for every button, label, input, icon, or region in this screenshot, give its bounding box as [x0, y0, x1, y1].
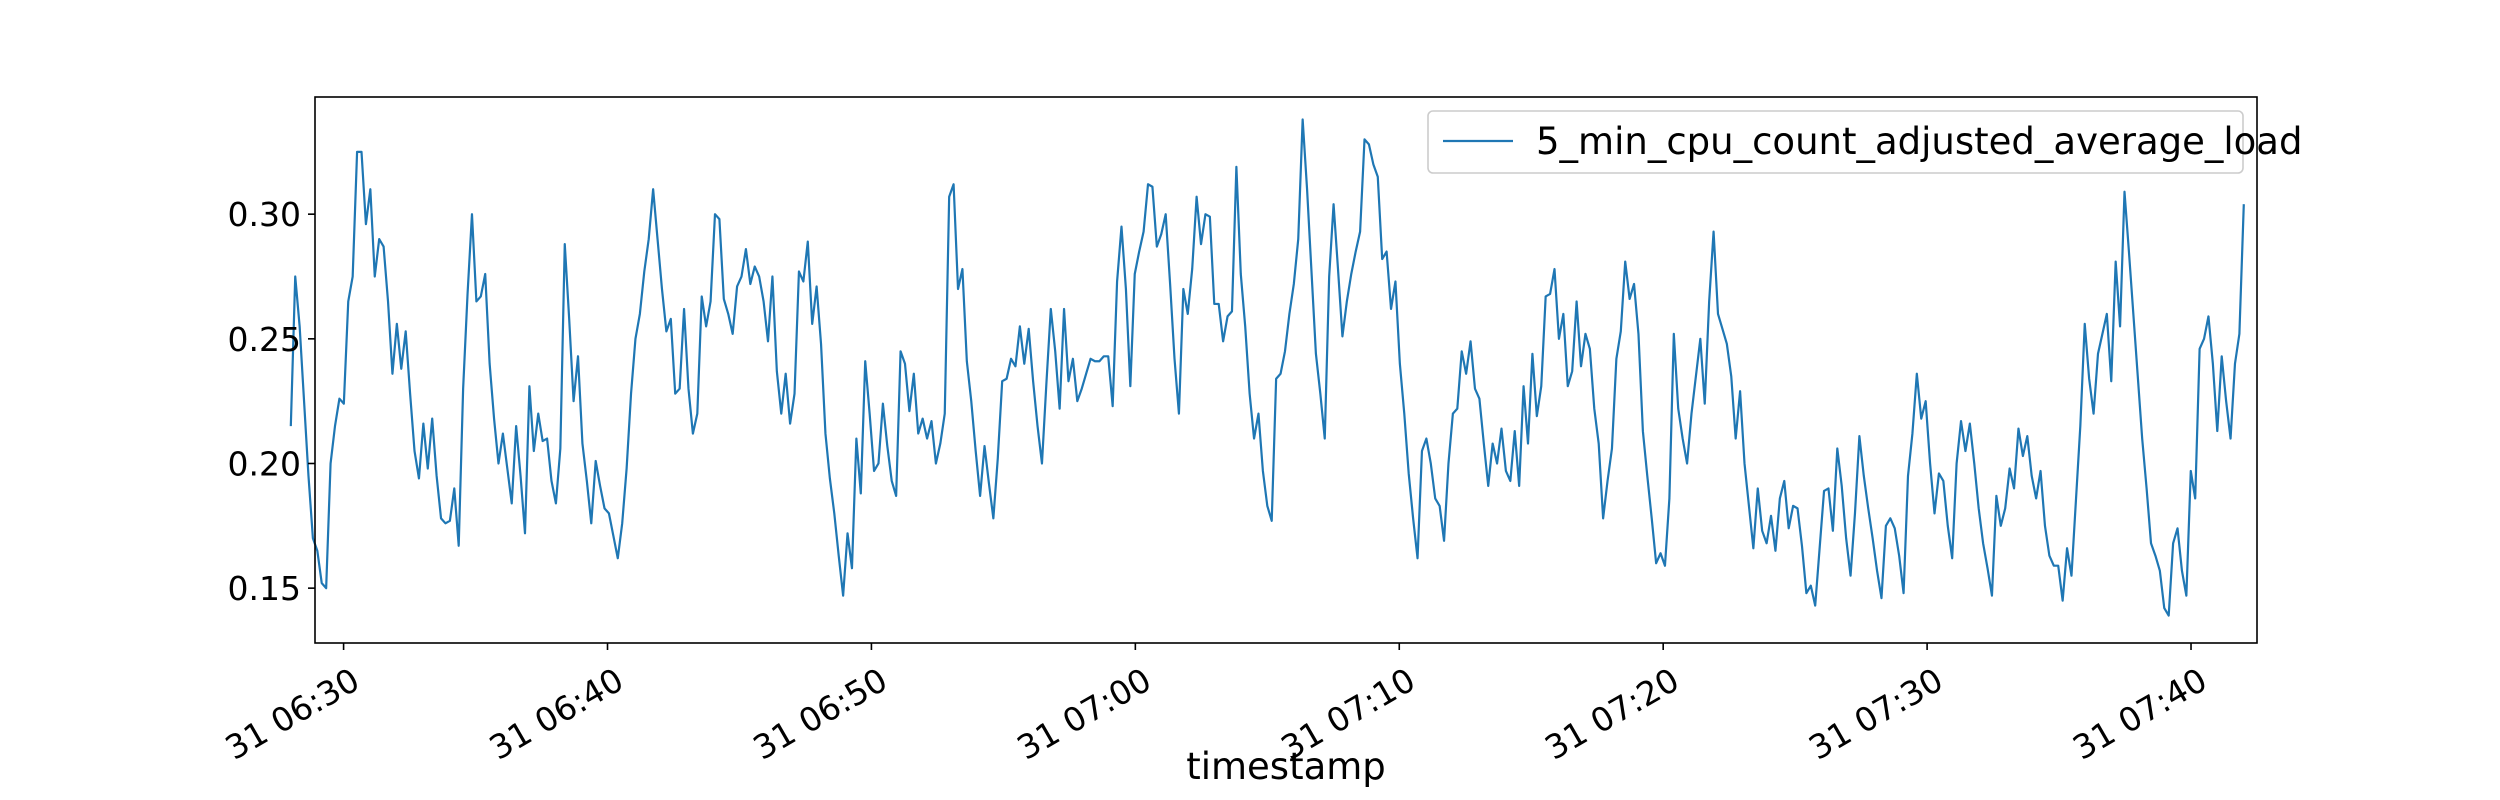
x-tick-label: 31 06:30 [219, 660, 366, 768]
series-line [289, 118, 2245, 617]
y-axis: 0.15 0.20 0.25 0.30 [228, 195, 315, 608]
y-tick-label: 0.15 [228, 569, 301, 608]
x-tick-label: 31 07:20 [1538, 660, 1685, 768]
x-axis-label: timestamp [1186, 745, 1386, 788]
legend: 5_min_cpu_count_adjusted_average_load [1427, 110, 2302, 174]
x-tick-label: 31 06:50 [747, 660, 894, 768]
series-layer [289, 118, 2245, 617]
legend-label: 5_min_cpu_count_adjusted_average_load [1536, 120, 2302, 163]
x-tick-label: 31 07:40 [2066, 660, 2213, 768]
y-tick-label: 0.25 [228, 320, 301, 359]
y-tick-label: 0.30 [228, 195, 301, 234]
x-tick-label: 31 07:30 [1802, 660, 1949, 768]
plot-area-frame [314, 96, 2258, 644]
y-tick-label: 0.20 [228, 444, 301, 483]
x-tick-label: 31 07:00 [1010, 660, 1157, 768]
legend-box [1427, 110, 2244, 174]
x-tick-label: 31 06:40 [483, 660, 630, 768]
